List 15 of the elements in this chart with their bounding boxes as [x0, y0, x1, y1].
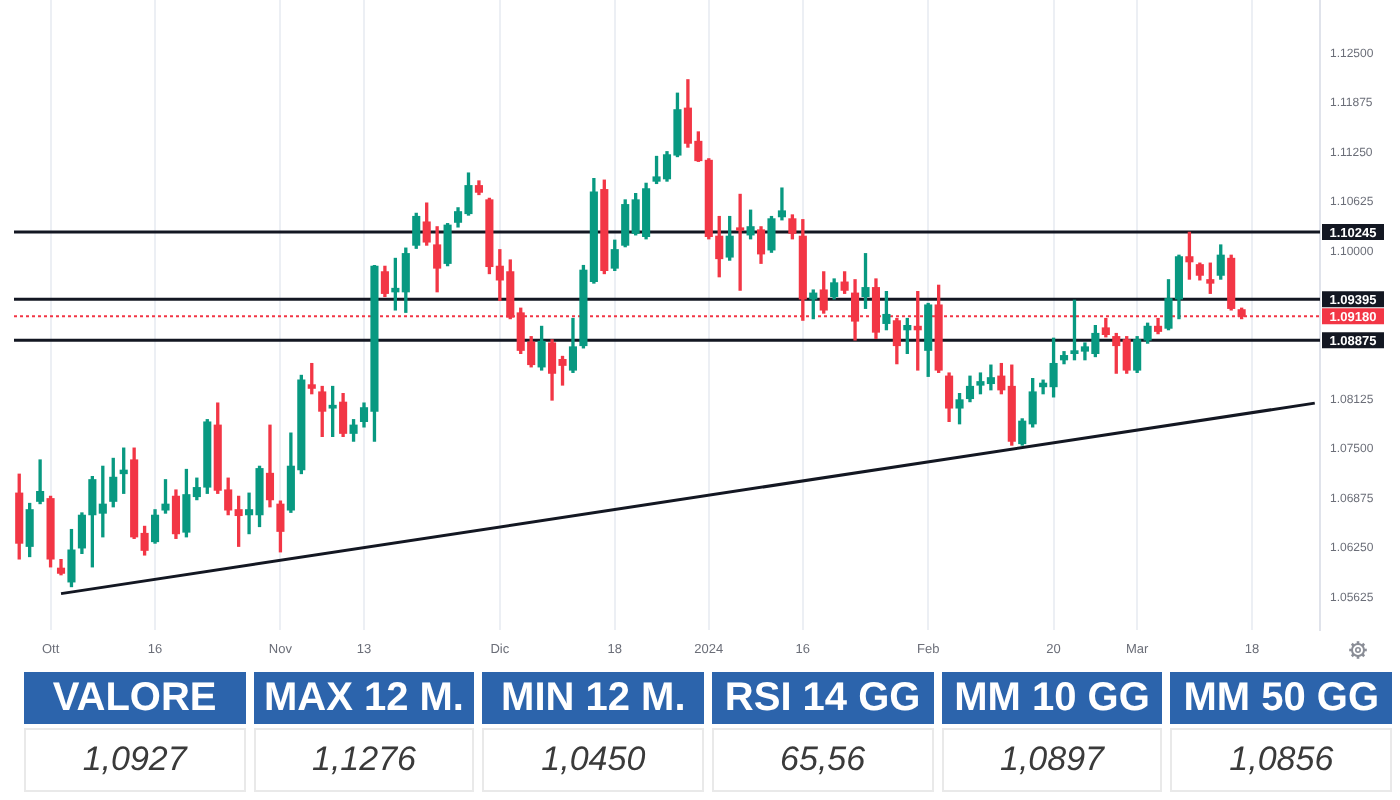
text: 65,56: [780, 740, 866, 778]
candlestick: [36, 459, 45, 505]
candlestick: [736, 193, 745, 291]
category-label: MAX 12 M.: [253, 672, 475, 724]
candlestick: [777, 187, 786, 221]
category-label: VALORE: [24, 672, 246, 724]
category-label: MM 50 GG: [1170, 672, 1392, 724]
category-label: RSI 14 GG: [711, 672, 934, 724]
text: 1,0856: [1229, 740, 1334, 778]
text: 1,0927: [82, 740, 187, 778]
text: 1,1276: [311, 740, 416, 778]
category-label: MIN 12 M.: [482, 672, 704, 724]
text: 1,0450: [541, 740, 646, 778]
text: 1,0897: [999, 740, 1104, 778]
category-label: MM 10 GG: [941, 672, 1163, 724]
